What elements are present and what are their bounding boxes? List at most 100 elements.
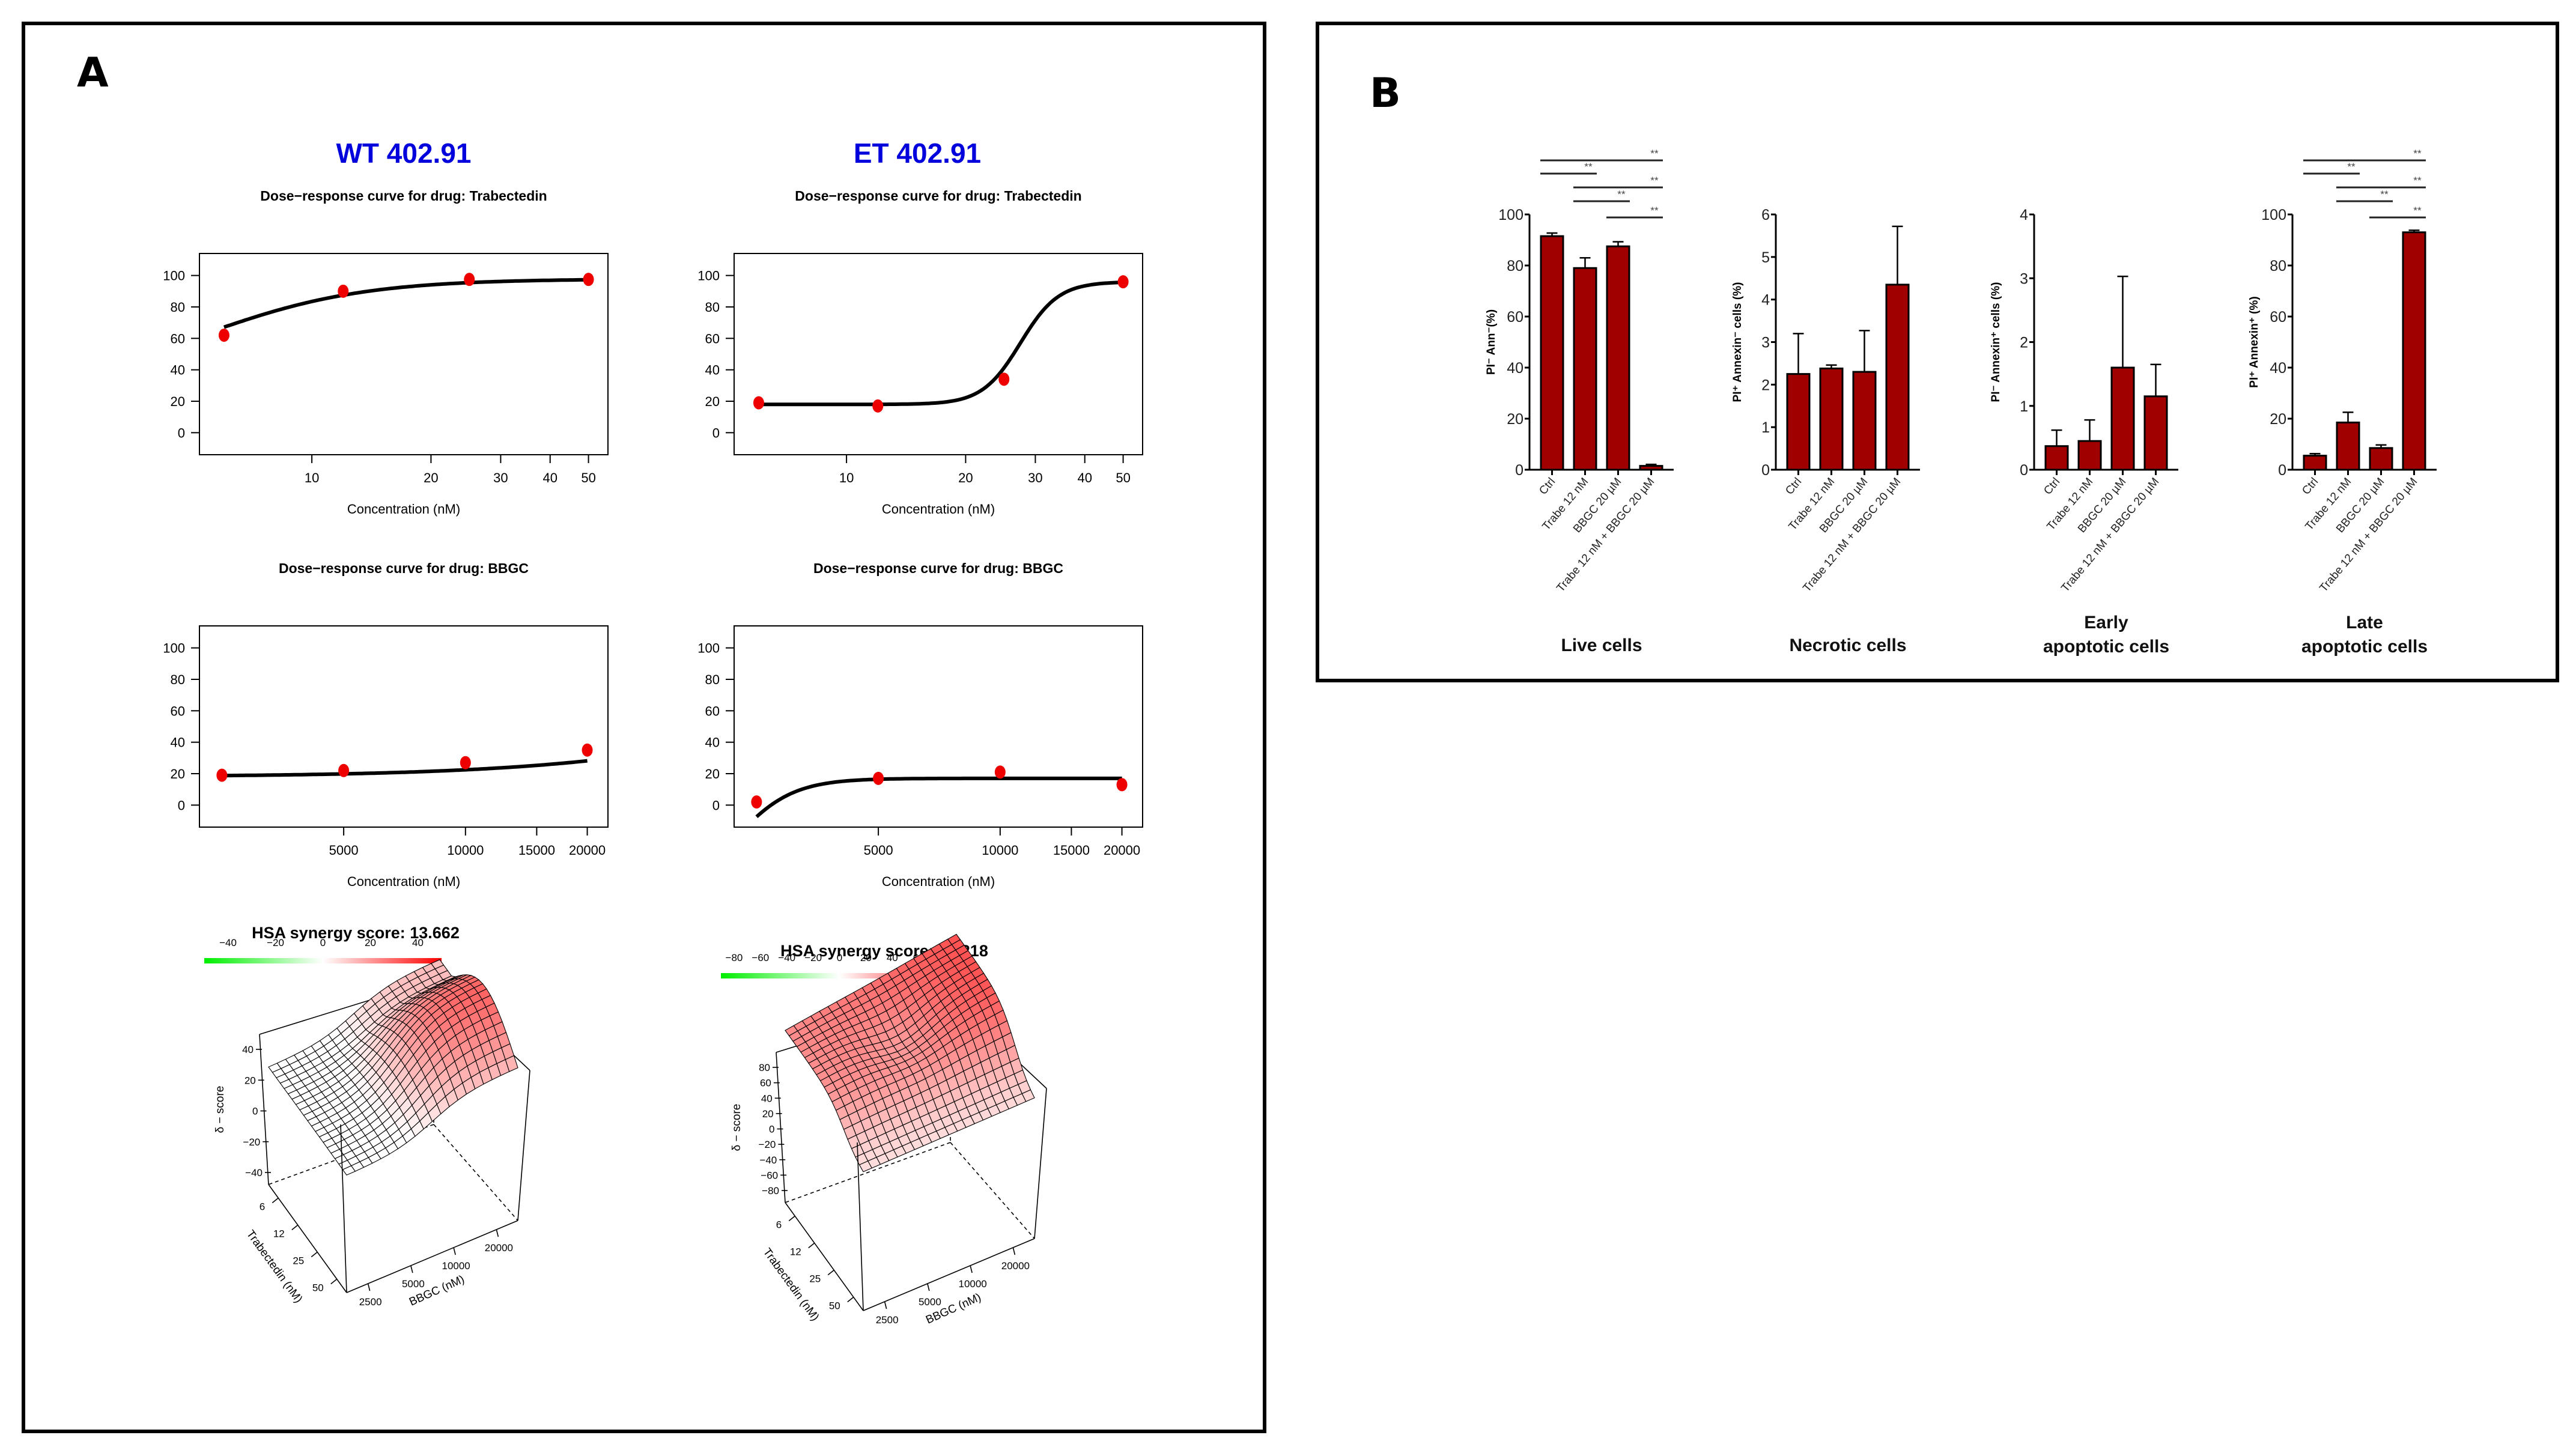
significance-label: ** bbox=[2413, 205, 2422, 216]
y-tick-label: 80 bbox=[2270, 258, 2286, 275]
y-tick-label: 20 bbox=[705, 394, 720, 409]
y-tick-label: 20 bbox=[171, 394, 185, 409]
y-tick-label: 0 bbox=[1515, 462, 1523, 479]
x-axis-label: Concentration (nM) bbox=[882, 502, 995, 517]
x-axis-label: Concentration (nM) bbox=[347, 874, 460, 889]
y-axis-label: PI⁺ Annexin⁻ cells (%) bbox=[1731, 282, 1744, 402]
x-tick-label: 30 bbox=[1028, 470, 1042, 485]
box-edge bbox=[517, 1070, 530, 1221]
y-tick-label: 40 bbox=[171, 363, 185, 378]
significance-label: ** bbox=[2347, 161, 2356, 172]
y-tick-label: 100 bbox=[163, 641, 185, 656]
synergy-colorbar bbox=[204, 958, 442, 963]
bar bbox=[1852, 371, 1877, 471]
y-tick-label: 80 bbox=[705, 300, 720, 315]
colorbar-tick-label: −20 bbox=[267, 937, 284, 948]
y-tick bbox=[847, 1296, 854, 1303]
data-point bbox=[994, 765, 1006, 779]
box-edge bbox=[776, 1052, 786, 1203]
y-tick bbox=[808, 1242, 815, 1249]
box-edge bbox=[259, 1034, 269, 1185]
colorbar-tick-label: −60 bbox=[752, 952, 769, 963]
x-tick-label: 5000 bbox=[864, 843, 893, 858]
y-tick-label: 50 bbox=[829, 1300, 840, 1312]
y-tick-label: 6 bbox=[1761, 207, 1770, 223]
plot-frame bbox=[199, 253, 609, 455]
y-tick-label: 0 bbox=[2020, 462, 2028, 479]
x-tick-label: 5000 bbox=[329, 843, 359, 858]
bar bbox=[1885, 284, 1910, 471]
y-tick-label: 60 bbox=[171, 703, 185, 718]
bar-chart-title: Necrotic cells bbox=[1789, 636, 1906, 655]
x-tick-label: 10000 bbox=[982, 843, 1018, 858]
y-tick-label: 40 bbox=[705, 735, 720, 750]
box-edge bbox=[340, 1124, 347, 1293]
x-tick-label: 15000 bbox=[518, 843, 555, 858]
y-tick bbox=[330, 1278, 338, 1285]
et-group-title: ET 402.91 bbox=[853, 138, 982, 169]
y-tick-label: 0 bbox=[178, 798, 185, 813]
data-point bbox=[751, 795, 762, 809]
y-tick-label: 40 bbox=[2270, 360, 2286, 377]
y-tick-label: 12 bbox=[790, 1246, 801, 1258]
significance-label: ** bbox=[2413, 148, 2422, 159]
y-tick-label: 0 bbox=[712, 798, 720, 813]
x-tick-label: Ctrl bbox=[2041, 476, 2062, 497]
chart-title: Dose−response curve for drug: BBGC bbox=[279, 560, 529, 576]
et-trabectedin-dose-response-chart: Dose−response curve for drug: Trabectedi… bbox=[697, 188, 1143, 517]
z-tick-label: 0 bbox=[252, 1106, 258, 1117]
data-point bbox=[1117, 275, 1129, 289]
colorbar-tick-label: −20 bbox=[804, 952, 822, 963]
wt-trabectedin-dose-response-chart: Dose−response curve for drug: Trabectedi… bbox=[163, 188, 609, 517]
significance-label: ** bbox=[1650, 205, 1659, 216]
x-tick-label: Ctrl bbox=[1783, 476, 1804, 497]
et-bbgc-dose-response-chart: Dose−response curve for drug: BBGC 0 20 40 6… bbox=[697, 560, 1143, 889]
significance-label: ** bbox=[1584, 161, 1593, 172]
x-tick-label: 10000 bbox=[447, 843, 484, 858]
y-axis-label: PI⁺ Annexin⁺ (%) bbox=[2248, 296, 2261, 387]
z-tick-label: −60 bbox=[761, 1169, 778, 1181]
fitted-curve bbox=[223, 278, 589, 329]
x-tick-label: Ctrl bbox=[2300, 476, 2321, 497]
x-tick bbox=[927, 1283, 930, 1291]
significance-label: ** bbox=[2413, 175, 2422, 186]
plot-frame bbox=[734, 253, 1143, 455]
y-tick-label: 0 bbox=[2278, 462, 2286, 479]
x-tick-label: 5000 bbox=[919, 1296, 941, 1308]
bar bbox=[2143, 395, 2168, 471]
y-tick-label: 5 bbox=[1761, 249, 1770, 266]
x-tick-label: Ctrl bbox=[1537, 476, 1558, 497]
plot-frame bbox=[734, 625, 1143, 828]
y-tick-label: 50 bbox=[312, 1282, 324, 1294]
bar bbox=[1639, 465, 1663, 471]
x-tick-label: 40 bbox=[542, 470, 557, 485]
x-axis-label: Concentration (nM) bbox=[347, 502, 460, 517]
panel-a: A WT 402.91 ET 402.91 Dose−response curv… bbox=[22, 22, 1266, 1433]
bar bbox=[2369, 447, 2393, 471]
x-tick bbox=[453, 1247, 456, 1255]
bar bbox=[1786, 373, 1811, 471]
synergy-title: HSA synergy score: 13.662 bbox=[252, 924, 460, 942]
bar bbox=[1606, 245, 1630, 471]
colorbar-tick-label: 40 bbox=[887, 952, 898, 963]
x-tick-label: 20000 bbox=[1104, 843, 1140, 858]
y-tick bbox=[827, 1269, 834, 1276]
box-edge bbox=[785, 1202, 864, 1311]
y-tick-label: 60 bbox=[1507, 309, 1523, 326]
colorbar-tick-label: 20 bbox=[365, 937, 376, 948]
box-edge bbox=[346, 1220, 518, 1293]
y-tick bbox=[272, 1197, 279, 1204]
y-tick-label: 100 bbox=[2261, 207, 2286, 223]
x-tick-label: 10 bbox=[305, 470, 319, 485]
bar bbox=[2402, 231, 2426, 471]
panel-letter-b: B bbox=[1370, 70, 1401, 117]
x-tick bbox=[367, 1283, 371, 1291]
y-tick-label: 6 bbox=[776, 1219, 782, 1231]
x-tick-label: 20 bbox=[424, 470, 438, 485]
box-edge bbox=[857, 1142, 864, 1311]
chart-title: Dose−response curve for drug: BBGC bbox=[813, 560, 1063, 576]
z-tick-label: 60 bbox=[760, 1078, 771, 1089]
colorbar-tick-label: −80 bbox=[726, 952, 743, 963]
z-tick-label: 40 bbox=[242, 1044, 254, 1055]
